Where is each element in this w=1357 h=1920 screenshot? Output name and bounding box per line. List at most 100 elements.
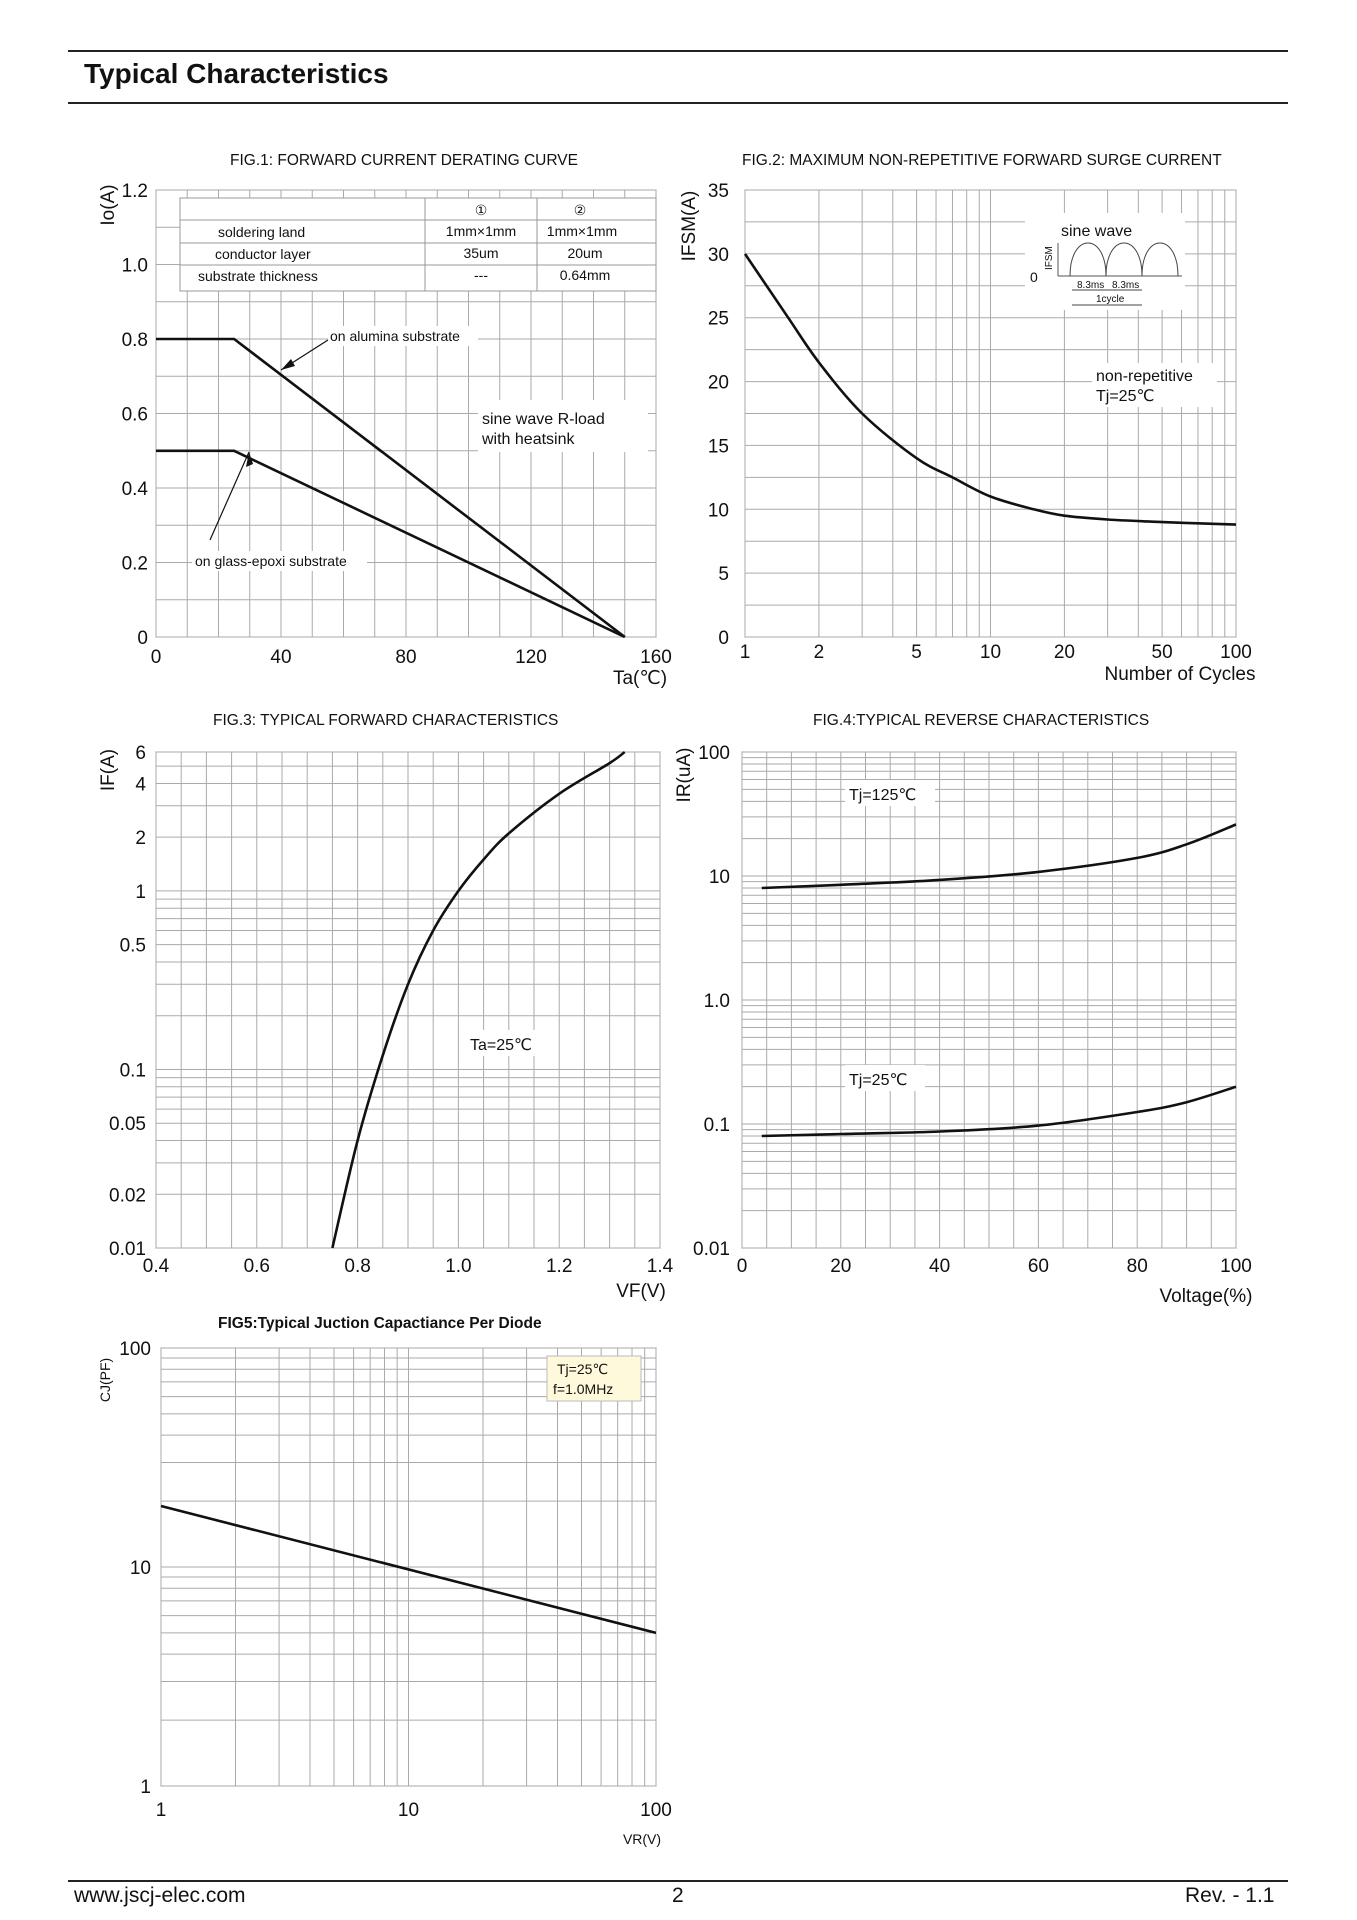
fig1-series-label: on glass-epoxi substrate <box>195 553 347 569</box>
x-tick-label: 10 <box>398 1800 419 1821</box>
y-tick-label: 0.2 <box>122 554 148 575</box>
y-tick-label: 0.5 <box>120 936 146 957</box>
fig1-chart: FIG.1: FORWARD CURRENT DERATING CURVE Io… <box>98 152 672 689</box>
x-tick-label: 5 <box>911 642 922 663</box>
y-tick-label: 100 <box>119 1339 151 1360</box>
y-tick-label: 10 <box>130 1558 151 1579</box>
fig2-xlabel: Number of Cycles <box>1105 664 1256 685</box>
fig4-xlabel: Voltage(%) <box>1160 1286 1253 1307</box>
y-tick-label: 10 <box>709 867 730 888</box>
fig1-table-cell: 1mm×1mm <box>446 223 516 239</box>
y-tick-label: 0.02 <box>109 1185 146 1206</box>
x-tick-label: 100 <box>1220 1256 1252 1277</box>
x-tick-label: 20 <box>830 1256 851 1277</box>
fig4-series-1 <box>761 1085 1237 1138</box>
fig4-chart: FIG.4:TYPICAL REVERSE CHARACTERISTICS IR… <box>674 712 1252 1307</box>
x-tick-label: 80 <box>395 647 416 668</box>
fig4-annotation: Tj=25℃ <box>849 1072 907 1089</box>
y-tick-label: 1.2 <box>122 181 148 202</box>
y-tick-label: 20 <box>708 373 729 394</box>
fig1-annotation-heatsink: with heatsink <box>481 431 575 448</box>
top-rule <box>68 50 1288 52</box>
fig5-chart: FIG5:Typical Juction Capactiance Per Dio… <box>97 1315 672 1847</box>
y-tick-label: 4 <box>135 774 146 795</box>
y-tick-label: 1 <box>135 882 146 903</box>
y-tick-label: 0.1 <box>120 1060 146 1081</box>
y-tick-label: 0.01 <box>693 1239 730 1260</box>
y-tick-label: 1.0 <box>704 991 730 1012</box>
y-tick-label: 1 <box>140 1777 151 1798</box>
fig1-annotation-sine: sine wave R-load <box>482 411 605 428</box>
fig4-annotation: Tj=125℃ <box>849 787 916 804</box>
fig2-chart: FIG.2: MAXIMUM NON-REPETITIVE FORWARD SU… <box>679 152 1256 685</box>
x-tick-label: 0 <box>737 1256 748 1277</box>
fig1-table-cell: soldering land <box>218 224 305 240</box>
fig1-series-label: on alumina substrate <box>330 328 460 344</box>
footer-url[interactable]: www.jscj-elec.com <box>74 1884 246 1907</box>
x-tick-label: 100 <box>1220 642 1252 663</box>
fig2-inset-cycle: 1cycle <box>1096 294 1125 305</box>
y-tick-label: 30 <box>708 245 729 266</box>
page-title: Typical Characteristics <box>84 58 389 89</box>
y-tick-label: 0 <box>137 628 148 649</box>
title-rule <box>68 102 1288 104</box>
x-tick-label: 0 <box>151 647 162 668</box>
fig4-ylabel: IR(uA) <box>674 748 695 803</box>
fig1-ylabel: Io(A) <box>98 184 119 225</box>
x-tick-label: 1 <box>156 1800 167 1821</box>
fig2-series-0 <box>743 253 1237 526</box>
fig1-table-cell: 35um <box>463 245 498 261</box>
fig1-xlabel: Ta(℃) <box>613 668 667 689</box>
y-tick-label: 0.01 <box>109 1239 146 1260</box>
y-tick-label: 10 <box>708 500 729 521</box>
x-tick-label: 40 <box>270 647 291 668</box>
y-tick-label: 25 <box>708 309 729 330</box>
fig2-ylabel: IFSM(A) <box>679 191 700 262</box>
footer-revision: Rev. - 1.1 <box>1185 1884 1275 1907</box>
x-tick-label: 10 <box>980 642 1001 663</box>
fig5-legend: f=1.0MHz <box>553 1381 613 1397</box>
fig1-table-cell: 0.64mm <box>560 267 611 283</box>
x-tick-label: 120 <box>515 647 547 668</box>
x-tick-label: 60 <box>1028 1256 1049 1277</box>
fig3-title: FIG.3: TYPICAL FORWARD CHARACTERISTICS <box>213 712 558 729</box>
y-tick-label: 0.8 <box>122 330 148 351</box>
fig3-xlabel: VF(V) <box>616 1281 666 1302</box>
x-tick-label: 1.4 <box>647 1256 674 1277</box>
x-tick-label: 20 <box>1054 642 1075 663</box>
y-tick-label: 5 <box>718 564 729 585</box>
fig3-series-0 <box>331 750 626 1249</box>
fig1-table-cell: 20um <box>567 245 602 261</box>
fig2-inset-label: sine wave <box>1061 223 1132 240</box>
fig1-table-header: ② <box>574 202 587 218</box>
x-tick-label: 160 <box>640 647 672 668</box>
fig1-title: FIG.1: FORWARD CURRENT DERATING CURVE <box>230 152 578 169</box>
fig2-annotation: non-repetitive <box>1096 368 1193 385</box>
y-tick-label: 2 <box>135 828 146 849</box>
fig1-table-cell: 1mm×1mm <box>547 223 617 239</box>
y-tick-label: 35 <box>708 181 729 202</box>
fig4-title: FIG.4:TYPICAL REVERSE CHARACTERISTICS <box>813 712 1149 729</box>
fig5-xlabel: VR(V) <box>623 1831 661 1847</box>
fig2-title: FIG.2: MAXIMUM NON-REPETITIVE FORWARD SU… <box>742 152 1222 169</box>
x-tick-label: 50 <box>1152 642 1173 663</box>
fig1-spec-table: ① ② soldering land 1mm×1mm 1mm×1mm condu… <box>179 197 657 292</box>
x-tick-label: 1.0 <box>445 1256 471 1277</box>
fig4-series-0 <box>761 823 1237 890</box>
y-tick-label: 0.6 <box>122 405 148 426</box>
fig3-ylabel: IF(A) <box>98 749 119 791</box>
fig1-table-header: ① <box>475 202 488 218</box>
y-tick-label: 100 <box>698 743 730 764</box>
fig1-table-cell: substrate thickness <box>198 268 318 284</box>
y-tick-label: 15 <box>708 436 729 457</box>
y-tick-label: 0.1 <box>704 1115 730 1136</box>
x-tick-label: 2 <box>814 642 825 663</box>
fig2-annotation: Tj=25℃ <box>1096 388 1154 405</box>
fig1-series-0 <box>156 337 626 639</box>
fig5-ylabel: CJ(PF) <box>97 1358 113 1402</box>
y-tick-label: 0.05 <box>109 1114 146 1135</box>
fig1-table-cell: --- <box>474 267 488 283</box>
x-tick-label: 40 <box>929 1256 950 1277</box>
x-tick-label: 80 <box>1127 1256 1148 1277</box>
